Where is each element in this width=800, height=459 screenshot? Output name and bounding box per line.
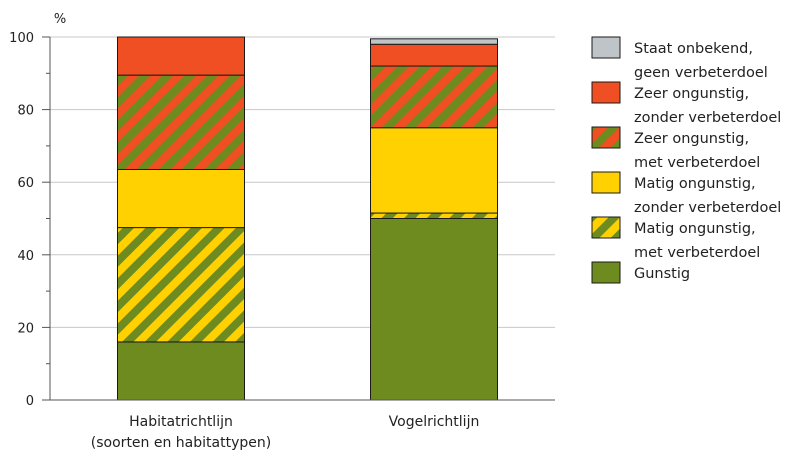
legend-swatch	[591, 261, 621, 284]
y-tick-label: 80	[17, 104, 34, 119]
legend-swatch	[591, 126, 621, 149]
legend-label: Zeer ongunstig,	[634, 131, 749, 147]
y-tick-label: 20	[17, 321, 34, 336]
category-label: (soorten en habitattypen)	[91, 435, 271, 451]
y-tick-label: 100	[9, 31, 34, 46]
legend-label: met verbeterdoel	[634, 245, 760, 261]
y-axis: % 0 20 40 60 80 100	[9, 12, 555, 409]
bar-segment	[117, 74, 245, 170]
bar-segment	[370, 127, 498, 214]
bar-segment	[117, 227, 245, 343]
bar-segment	[117, 36, 245, 76]
bar-segment	[117, 341, 245, 401]
bar-segment	[370, 65, 498, 129]
legend-swatch	[591, 171, 621, 194]
bar-segment	[370, 38, 498, 45]
legend-label: zonder verbeterdoel	[634, 110, 781, 126]
x-axis-labels: Habitatrichtlijn (soorten en habitattypen…	[91, 414, 480, 451]
y-tick-label: 60	[17, 176, 34, 191]
legend-label: zonder verbeterdoel	[634, 200, 781, 216]
bars	[117, 36, 498, 401]
y-axis-label: %	[54, 12, 66, 27]
bar-segment	[370, 212, 498, 219]
bar-segment	[370, 43, 498, 67]
legend-label: met verbeterdoel	[634, 155, 760, 171]
legend-swatch	[591, 216, 621, 239]
y-tick-label: 40	[17, 249, 34, 264]
category-label: Vogelrichtlijn	[389, 414, 480, 430]
legend-swatch	[591, 81, 621, 104]
legend-label: Matig ongunstig,	[634, 176, 756, 192]
legend-label: Staat onbekend,	[634, 41, 753, 57]
legend-label: Zeer ongunstig,	[634, 86, 749, 102]
bar-segment	[117, 168, 245, 229]
legend-swatch	[591, 36, 621, 59]
bar-segment	[370, 218, 498, 401]
legend-label: Gunstig	[634, 266, 690, 282]
legend-label: Matig ongunstig,	[634, 221, 756, 237]
legend-label: geen verbeterdoel	[634, 65, 768, 81]
legend: Staat onbekend, geen verbeterdoel Zeer ong…	[591, 36, 781, 284]
category-label: Habitatrichtlijn	[129, 414, 233, 430]
y-tick-label: 0	[26, 394, 34, 409]
